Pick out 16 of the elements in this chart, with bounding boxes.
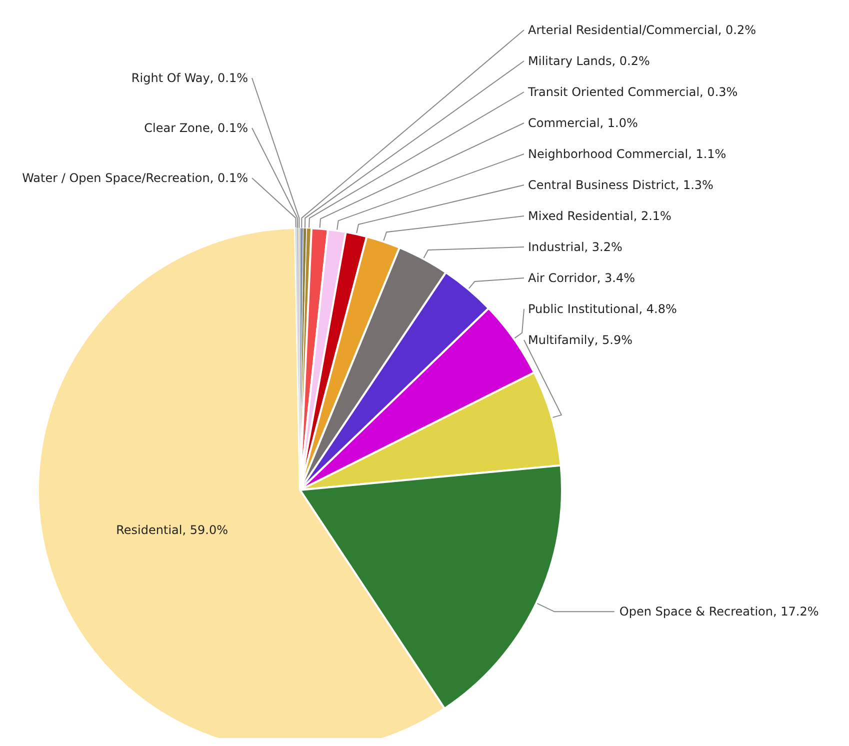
- slice-label: Right Of Way, 0.1%: [131, 71, 248, 85]
- slice-label: Mixed Residential, 2.1%: [528, 209, 672, 223]
- slice-label: Industrial, 3.2%: [528, 240, 622, 254]
- slice-label: Neighborhood Commercial, 1.1%: [528, 147, 726, 161]
- slice-label: Air Corridor, 3.4%: [528, 271, 636, 285]
- slice-label: Multifamily, 5.9%: [528, 333, 632, 347]
- slice-label: Arterial Residential/Commercial, 0.2%: [528, 23, 756, 37]
- slice-label: Residential, 59.0%: [116, 522, 228, 537]
- slice-label: Clear Zone, 0.1%: [144, 121, 248, 135]
- slice-label: Central Business District, 1.3%: [528, 178, 714, 192]
- slice-label: Military Lands, 0.2%: [528, 54, 650, 68]
- slice-label: Water / Open Space/Recreation, 0.1%: [22, 171, 248, 185]
- slice-label: Commercial, 1.0%: [528, 116, 638, 130]
- slice-label: Open Space & Recreation, 17.2%: [619, 604, 819, 619]
- slice-label: Transit Oriented Commercial, 0.3%: [527, 85, 738, 99]
- slice-label: Public Institutional, 4.8%: [528, 302, 677, 316]
